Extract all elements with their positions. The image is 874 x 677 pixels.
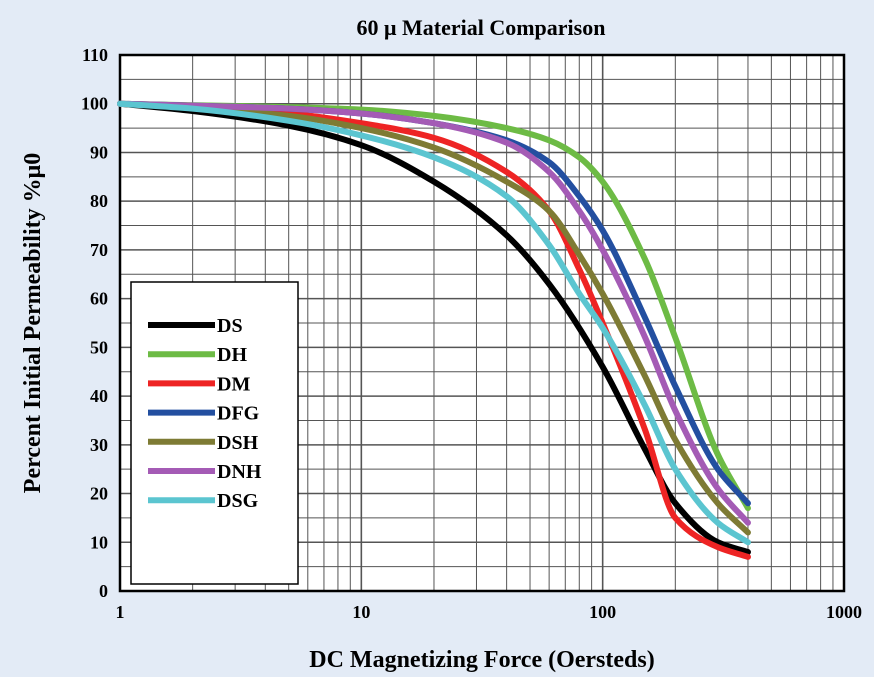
legend: DS DH DM DFG DSH DNH DSG xyxy=(131,282,298,584)
y-tick-label: 30 xyxy=(90,435,108,455)
x-axis-label: DC Magnetizing Force (Oersteds) xyxy=(309,647,654,673)
legend-label: DNH xyxy=(217,461,262,483)
y-tick-label: 40 xyxy=(90,386,108,406)
y-tick-label: 70 xyxy=(90,240,108,260)
y-tick-label: 100 xyxy=(81,94,108,114)
y-tick-label: 0 xyxy=(99,581,108,601)
legend-label: DFG xyxy=(217,403,260,425)
y-tick-label: 60 xyxy=(90,289,108,309)
legend-label: DM xyxy=(217,373,250,395)
x-tick-label: 100 xyxy=(589,602,616,622)
legend-label: DSH xyxy=(217,432,259,454)
chart-title: 60 μ Material Comparison xyxy=(357,15,606,40)
legend-label: DH xyxy=(217,344,247,366)
legend-label: DSG xyxy=(217,490,259,512)
y-tick-label: 10 xyxy=(90,532,108,552)
y-axis-label: Percent Initial Permeability %μ0 xyxy=(20,153,46,493)
y-tick-label: 20 xyxy=(90,484,108,504)
x-tick-label: 10 xyxy=(352,602,370,622)
x-tick-label: 1000 xyxy=(826,602,862,622)
y-tick-label: 110 xyxy=(82,45,108,65)
x-tick-label: 1 xyxy=(116,602,125,622)
y-tick-label: 50 xyxy=(90,337,108,357)
y-tick-label: 90 xyxy=(90,142,108,162)
legend-label: DS xyxy=(217,315,243,337)
y-tick-label: 80 xyxy=(90,191,108,211)
